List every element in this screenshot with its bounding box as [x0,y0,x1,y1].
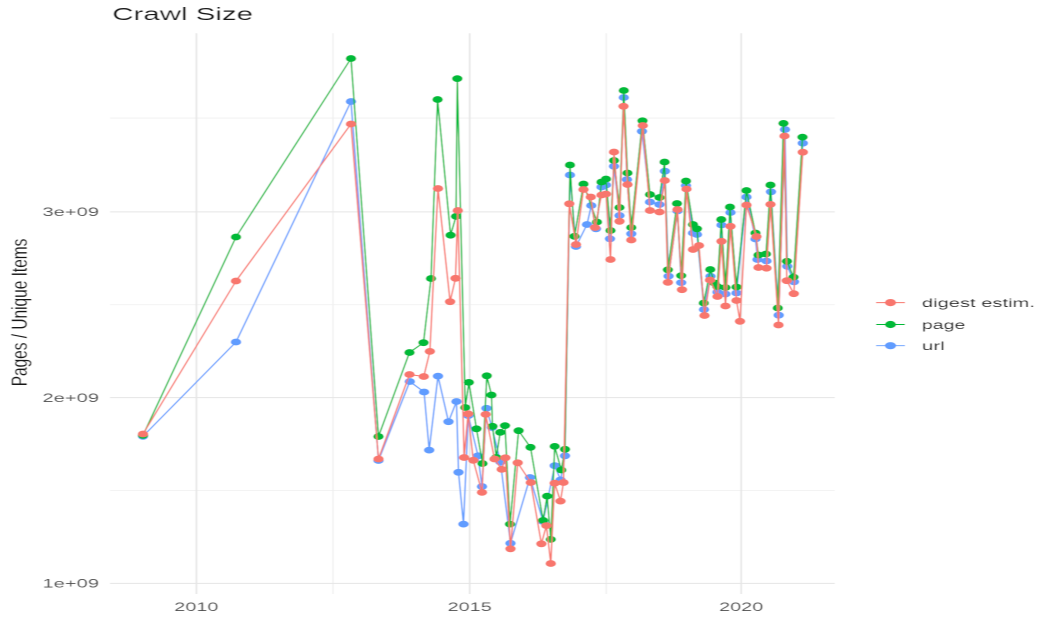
svg-text:Crawl Size: Crawl Size [112,4,253,24]
svg-text:2010: 2010 [174,601,218,614]
svg-text:3e+09: 3e+09 [42,206,99,219]
svg-text:2015: 2015 [448,601,492,614]
svg-text:page: page [922,319,965,332]
svg-text:1e+09: 1e+09 [42,578,99,591]
svg-text:2020: 2020 [719,601,763,614]
svg-text:url: url [922,340,945,353]
svg-text:2e+09: 2e+09 [42,392,99,405]
svg-text:Pages / Unique Items: Pages / Unique Items [7,239,32,387]
svg-text:digest estim.: digest estim. [922,297,1035,310]
